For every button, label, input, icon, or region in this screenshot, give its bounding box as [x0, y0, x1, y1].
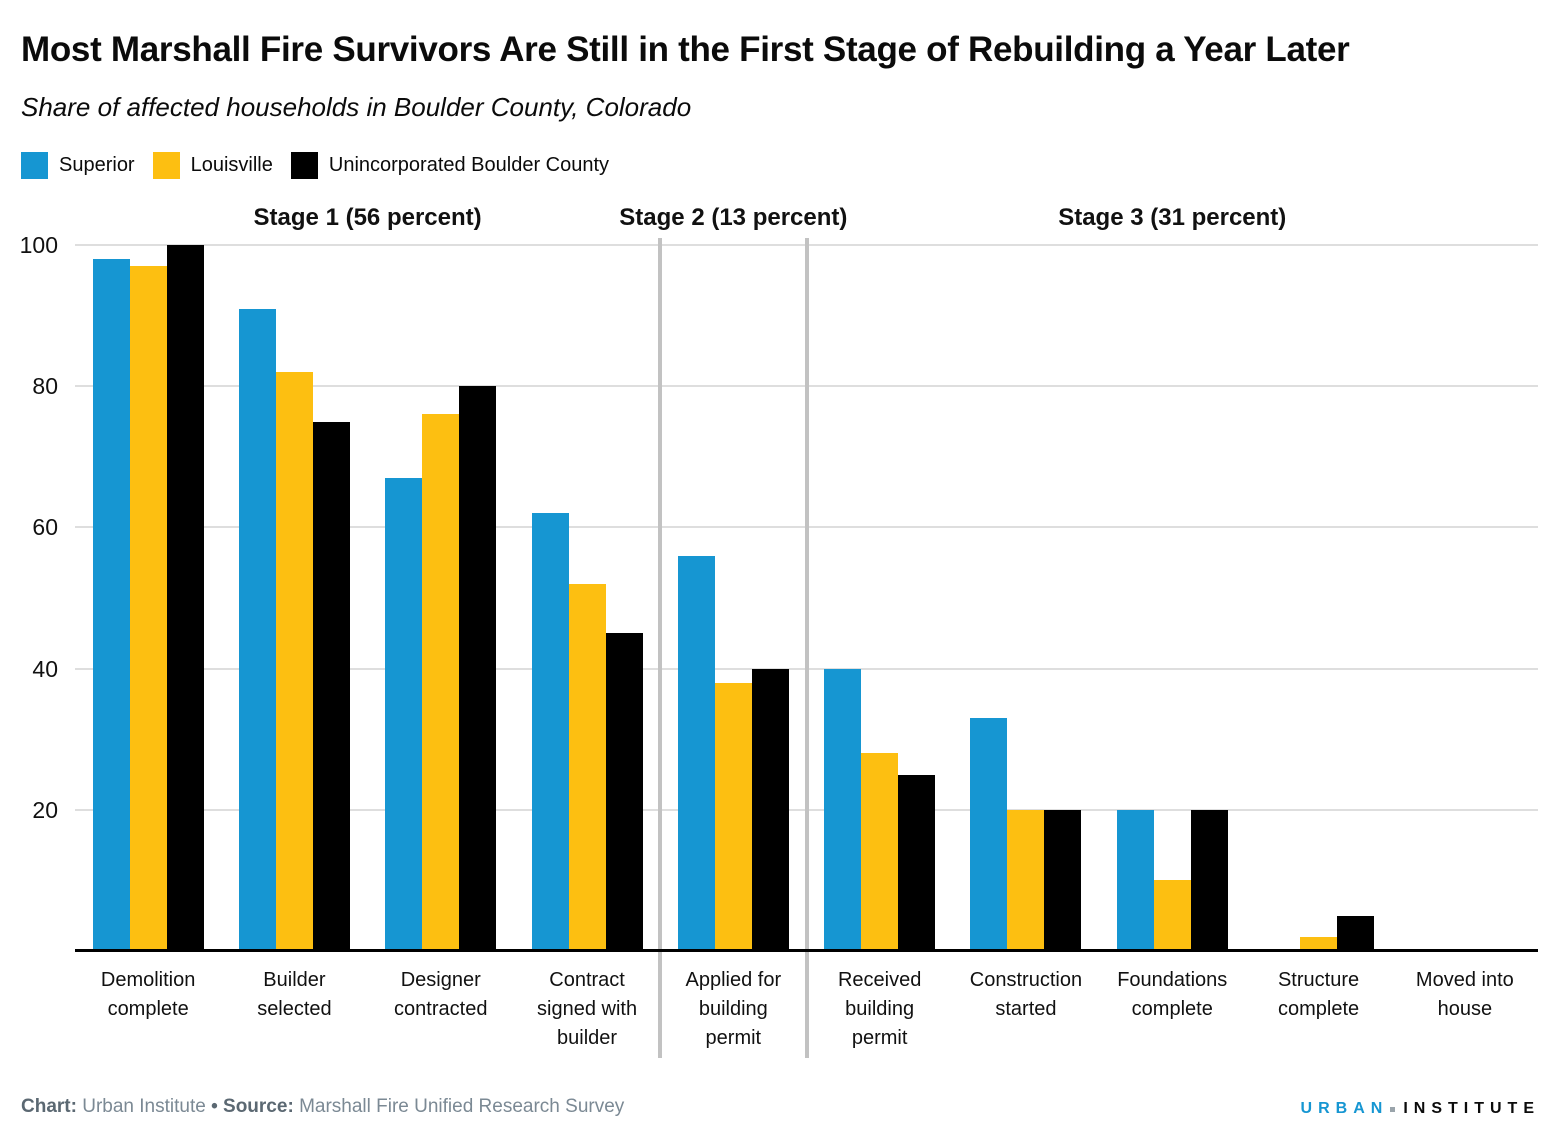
chart-title: Most Marshall Fire Survivors Are Still i… [21, 30, 1350, 69]
bar [459, 386, 497, 951]
urban-institute-logo: URBAN INSTITUTE [1301, 1100, 1540, 1118]
y-axis-tick-label: 40 [32, 655, 58, 682]
x-axis-category-label: Demolition complete [100, 969, 196, 1020]
legend-swatch-icon [21, 152, 48, 179]
footer-chart-label: Chart: [21, 1096, 77, 1117]
logo-institute-text: INSTITUTE [1403, 1100, 1540, 1117]
bar [312, 421, 350, 951]
x-axis-category-label: Construction started [969, 969, 1083, 1020]
bar [275, 372, 313, 951]
bar [677, 555, 715, 951]
bar [1007, 809, 1045, 951]
x-axis-category-label: Structure complete [1277, 969, 1360, 1020]
chart-subtitle: Share of affected households in Boulder … [21, 92, 692, 122]
legend-swatch-icon [290, 152, 318, 179]
legend-label: Louisville [190, 154, 273, 176]
stage-section-label: Stage 1 (56 percent) [253, 204, 482, 231]
legend-item: Unincorporated Boulder County [290, 152, 610, 179]
bar [1300, 936, 1338, 951]
bar [422, 414, 460, 951]
legend-item: Superior [21, 152, 135, 179]
x-axis-category-label: Builder selected [257, 969, 332, 1020]
x-axis-category-label: Applied for building permit [685, 969, 782, 1049]
x-axis-category-label: Designer contracted [394, 969, 488, 1020]
bar [568, 583, 606, 951]
footer-source-value: Marshall Fire Unified Research Survey [299, 1096, 625, 1117]
y-axis-tick-label: 60 [32, 514, 58, 541]
bar [605, 633, 643, 951]
bar [1337, 915, 1375, 951]
bar [714, 682, 752, 951]
stage-section-label: Stage 3 (31 percent) [1058, 204, 1287, 231]
bar [861, 753, 899, 951]
bar [751, 668, 789, 951]
legend-swatch-icon [152, 152, 180, 179]
logo-urban-text: URBAN [1300, 1100, 1389, 1117]
bar [970, 718, 1008, 951]
bar [1044, 809, 1082, 951]
legend: Superior Louisville Unincorporated Boulder… [21, 152, 609, 179]
legend-item: Louisville [152, 152, 273, 179]
footer-separator: • [211, 1096, 218, 1117]
legend-label: Unincorporated Boulder County [328, 154, 610, 176]
stage-divider-line [804, 238, 809, 1058]
x-axis-category-label: Foundations complete [1117, 969, 1228, 1020]
footer-credit: Chart: Urban Institute • Source: Marshal… [21, 1096, 624, 1118]
y-axis-tick-label: 100 [19, 232, 58, 258]
bar [166, 245, 204, 951]
bar [385, 477, 423, 951]
footer-source-label: Source: [223, 1096, 294, 1117]
legend-label: Superior [59, 154, 135, 176]
stage-divider-line [658, 238, 663, 1058]
x-axis-category-label: Contract signed with builder [537, 969, 638, 1049]
y-axis-tick-label: 20 [32, 796, 58, 823]
stage-section-label: Stage 2 (13 percent) [619, 204, 848, 231]
bar [92, 259, 130, 951]
bar [898, 774, 936, 951]
bar [531, 513, 569, 951]
bar [1190, 809, 1228, 951]
x-axis-line [75, 949, 1538, 952]
y-axis-tick-label: 80 [32, 373, 58, 400]
x-axis-category-label: Received building permit [837, 969, 922, 1049]
bar [238, 308, 276, 951]
logo-dot-icon [1390, 1106, 1396, 1112]
footer-chart-value: Urban Institute [82, 1096, 206, 1117]
bar [1116, 809, 1154, 951]
bar [129, 266, 167, 951]
bar [824, 668, 862, 951]
x-axis-category-label: Moved into house [1415, 969, 1514, 1020]
bar [1153, 880, 1191, 951]
